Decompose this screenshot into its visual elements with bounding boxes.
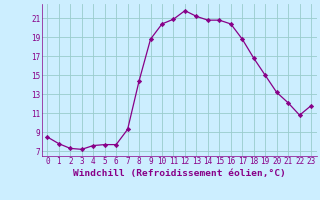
X-axis label: Windchill (Refroidissement éolien,°C): Windchill (Refroidissement éolien,°C) <box>73 169 285 178</box>
